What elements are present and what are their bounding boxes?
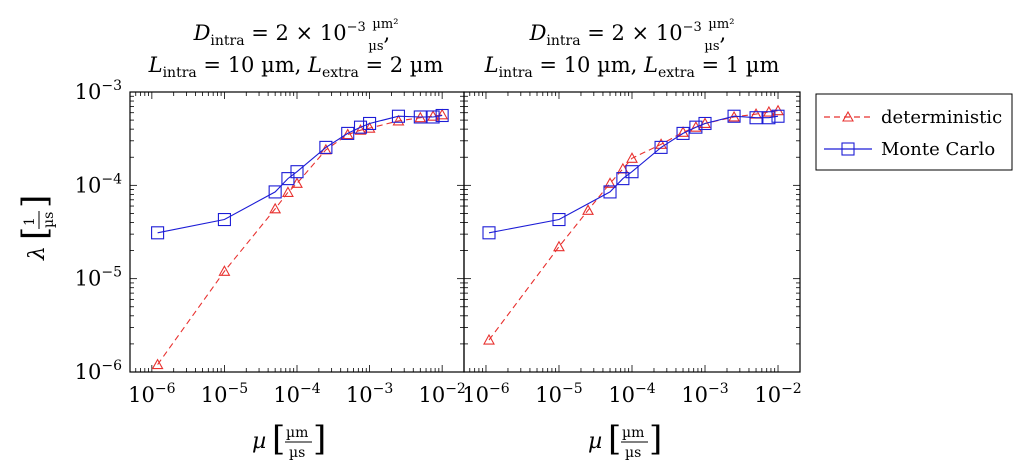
data-point-monte-carlo [353, 120, 368, 134]
svg-text:µs: µs [625, 445, 641, 461]
data-point-monte-carlo [290, 165, 304, 179]
legend-deterministic-label: deterministic [881, 107, 1002, 128]
data-point-deterministic [626, 152, 638, 163]
data-point-monte-carlo [689, 120, 703, 134]
legend-montecarlo-label: Monte Carlo [881, 139, 995, 160]
data-point-deterministic [354, 124, 367, 135]
x-tick-label: 10−2 [754, 381, 801, 407]
data-point-deterministic [553, 240, 565, 252]
series-line-deterministic [488, 110, 779, 341]
data-point-monte-carlo [771, 109, 785, 123]
data-point-deterministic [604, 177, 616, 188]
svg-text:µs: µs [41, 212, 57, 228]
legend: deterministic Monte Carlo [815, 93, 1013, 171]
data-point-deterministic [281, 186, 294, 197]
svg-text:]: ] [15, 195, 55, 208]
data-point-monte-carlo [217, 212, 231, 227]
panel2-title-line1: Dintra = 2 × 10−3 µm² µs, [529, 17, 735, 54]
x-tick-label: 10−3 [681, 381, 728, 407]
svg-text:µm: µm [622, 425, 644, 441]
data-point-deterministic [436, 108, 449, 120]
data-point-monte-carlo [482, 226, 496, 240]
x-tick-label: 10−4 [608, 381, 655, 407]
panel-right: 10−6 10−5 10−4 10−3 10−2 [462, 91, 802, 407]
data-point-deterministic [655, 138, 667, 149]
data-point-monte-carlo [391, 109, 406, 123]
data-point-monte-carlo [319, 140, 333, 154]
panel1-title-line1: Dintra = 2 × 10−3 µm² µs, [193, 17, 399, 54]
data-point-deterministic [291, 177, 303, 188]
data-point-deterministic [363, 122, 376, 133]
legend-montecarlo-marker [841, 142, 855, 156]
data-point-monte-carlo [281, 172, 295, 186]
data-point-monte-carlo [698, 116, 712, 131]
series-line-deterministic [157, 114, 443, 365]
data-point-monte-carlo [603, 185, 617, 199]
data-point-monte-carlo [727, 109, 741, 123]
data-point-monte-carlo [676, 126, 690, 140]
data-point-monte-carlo [654, 140, 668, 154]
svg-text:[: [ [608, 419, 621, 459]
x-tick-label: 10−6 [462, 381, 509, 407]
plot-frame [129, 91, 465, 373]
data-point-monte-carlo [762, 111, 776, 125]
svg-text:[: [ [15, 227, 55, 240]
data-point-deterministic [582, 204, 594, 215]
x-tick-label: 10−3 [346, 381, 393, 407]
x-axis-label-left: µ [ µm µs ] [252, 419, 326, 461]
data-point-monte-carlo [625, 165, 639, 179]
y-tick-label: 10−4 [75, 171, 122, 197]
svg-text:µ: µ [588, 429, 602, 454]
data-point-monte-carlo [151, 226, 165, 240]
legend-frame [815, 93, 1013, 171]
svg-text:µ: µ [252, 429, 266, 454]
data-point-monte-carlo [413, 110, 427, 124]
legend-deterministic-marker [842, 110, 854, 122]
x-tick-label: 10−5 [201, 381, 248, 407]
data-point-monte-carlo [341, 126, 355, 140]
y-axis-label: λ [ 1 µs ] [15, 195, 57, 261]
svg-text:]: ] [649, 419, 662, 459]
data-point-deterministic [341, 128, 354, 140]
svg-text:λ: λ [25, 246, 50, 261]
svg-text:]: ] [313, 419, 326, 459]
data-point-monte-carlo [363, 116, 377, 131]
svg-text:[: [ [272, 419, 285, 459]
data-point-monte-carlo [268, 185, 282, 199]
data-point-deterministic [392, 114, 405, 126]
panel2-title-line2: Lintra = 10 µm, Lextra = 1 µm [484, 53, 780, 81]
data-point-deterministic [151, 358, 164, 370]
data-point-monte-carlo [749, 111, 763, 125]
x-tick-label: 10−4 [273, 381, 320, 407]
svg-text:1: 1 [22, 217, 38, 226]
data-point-deterministic [483, 333, 495, 345]
data-point-monte-carlo [616, 172, 630, 186]
data-point-monte-carlo [552, 212, 566, 227]
x-tick-label: 10−2 [418, 381, 465, 407]
y-tick-label: 10−5 [75, 265, 122, 291]
data-point-deterministic [218, 265, 231, 276]
svg-text:µs: µs [289, 445, 305, 461]
series-line-monte-carlo [157, 114, 443, 234]
panel-left: 10−6 10−5 10−4 10−3 10−2 10−6 10−5 10−4 10−3 [75, 78, 466, 407]
x-tick-label: 10−6 [128, 381, 175, 407]
data-point-monte-carlo [426, 110, 440, 124]
y-tick-label: 10−6 [75, 358, 122, 384]
x-tick-label: 10−5 [535, 381, 582, 407]
panel1-title-line2: Lintra = 10 µm, Lextra = 2 µm [148, 53, 444, 81]
plot-frame [463, 91, 801, 373]
data-point-deterministic [269, 202, 282, 214]
svg-text:µm: µm [286, 425, 308, 441]
data-point-monte-carlo [435, 108, 449, 123]
y-tick-label: 10−3 [75, 78, 122, 104]
x-axis-label-right: µ [ µm µs ] [588, 419, 662, 461]
data-point-deterministic [427, 110, 440, 121]
series-line-monte-carlo [488, 115, 779, 234]
